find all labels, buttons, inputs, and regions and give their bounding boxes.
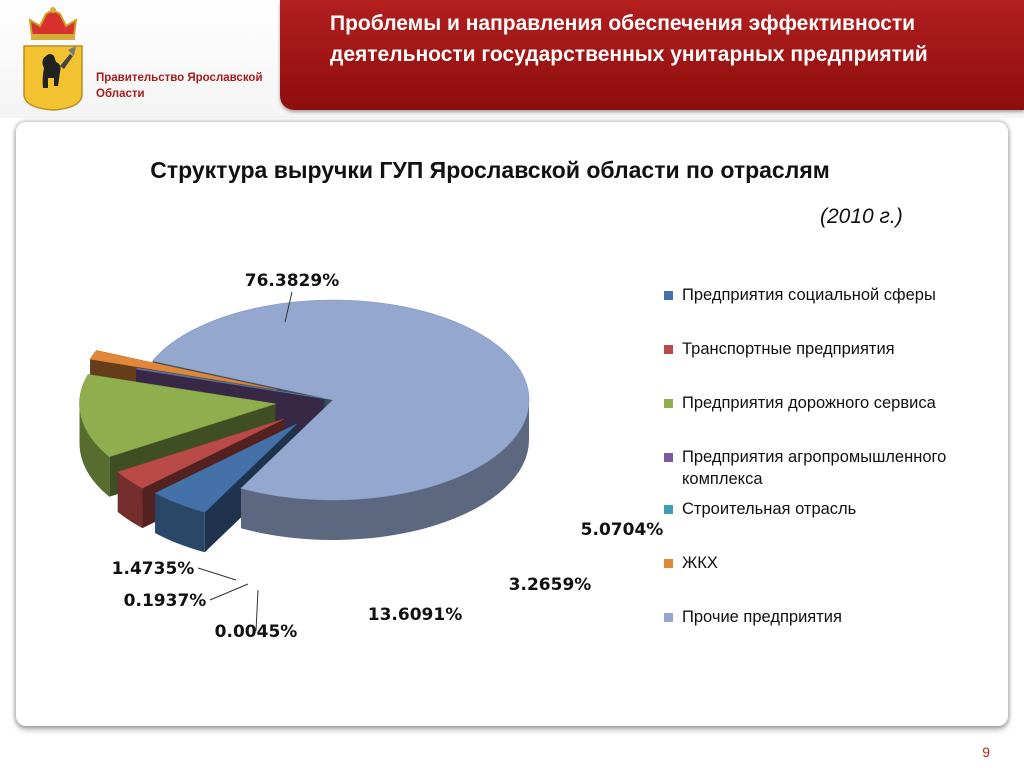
legend-label-road-service: Предприятия дорожного сервиса bbox=[682, 394, 936, 412]
shield-icon bbox=[23, 45, 83, 111]
data-label-leader-4 bbox=[255, 589, 259, 632]
government-label: Правительство Ярославской Области bbox=[96, 72, 263, 100]
legend-swatch-road-service bbox=[664, 399, 673, 408]
yaroslavl-coat-of-arms-logo bbox=[23, 7, 83, 111]
legend-label-construction: Строительная отрасль bbox=[682, 500, 857, 518]
data-label-3: 0.1937% bbox=[124, 591, 207, 611]
slide-title: Проблемы и направления обеспечения эффек… bbox=[330, 12, 928, 66]
slide-title-banner: Проблемы и направления обеспечения эффек… bbox=[280, 0, 1024, 110]
legend-label-other: Прочие предприятия bbox=[682, 608, 842, 626]
data-label-5: 1.4735% bbox=[112, 559, 195, 579]
legend-swatch-housing bbox=[664, 559, 673, 568]
data-label-2: 13.6091% bbox=[368, 605, 462, 625]
pie-slice-0 bbox=[154, 423, 297, 513]
legend-label-social: Предприятия социальной сферы bbox=[682, 286, 936, 304]
data-label-6: 76.3829% bbox=[245, 271, 339, 291]
legend-swatch-construction bbox=[664, 505, 673, 514]
slice-wall-0-0 bbox=[155, 493, 205, 553]
legend-label-agro: Предприятия агропромышленного комплекса bbox=[682, 448, 947, 488]
pie-slice-4 bbox=[138, 368, 326, 400]
data-label-leader-6 bbox=[284, 291, 293, 323]
data-label-4: 0.0045% bbox=[215, 622, 298, 642]
legend-swatch-agro bbox=[664, 453, 673, 462]
legend-label-housing: ЖКХ bbox=[682, 554, 718, 572]
legend-swatch-other bbox=[664, 613, 673, 622]
pie-slice-2 bbox=[79, 374, 276, 458]
slice-wall-2-0 bbox=[79, 403, 110, 497]
slice-wall-1-0 bbox=[117, 472, 143, 529]
chart-subtitle: (2010 г.) bbox=[820, 205, 903, 228]
crown-icon bbox=[28, 7, 78, 40]
chart-title: Структура выручки ГУП Ярославской област… bbox=[150, 157, 830, 183]
legend-label-transport: Транспортные предприятия bbox=[682, 340, 895, 358]
slice-wall-6-0 bbox=[240, 400, 529, 540]
data-label-leader-5 bbox=[197, 567, 237, 581]
data-label-1: 3.2659% bbox=[509, 575, 592, 595]
page-number: 9 bbox=[982, 744, 990, 760]
data-label-leader-3 bbox=[209, 583, 249, 601]
legend-swatch-social bbox=[664, 291, 673, 300]
pie-slice-6 bbox=[152, 299, 530, 501]
data-label-0: 5.0704% bbox=[581, 520, 664, 540]
pie-slice-5 bbox=[89, 350, 277, 390]
legend-swatch-transport bbox=[664, 345, 673, 354]
pie-slice-1 bbox=[117, 418, 285, 489]
